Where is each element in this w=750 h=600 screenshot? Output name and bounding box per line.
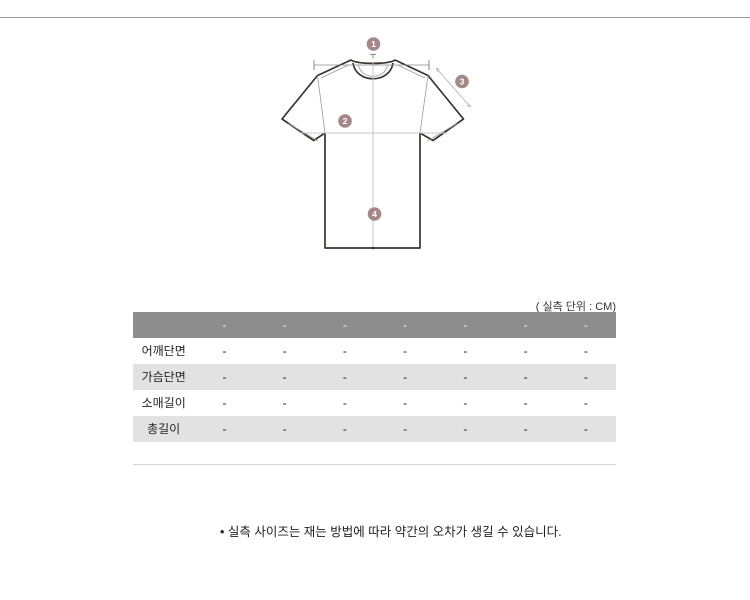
svg-text:2: 2 xyxy=(343,116,348,126)
svg-text:3: 3 xyxy=(460,77,465,87)
svg-text:1: 1 xyxy=(371,39,376,49)
svg-text:4: 4 xyxy=(372,209,377,219)
